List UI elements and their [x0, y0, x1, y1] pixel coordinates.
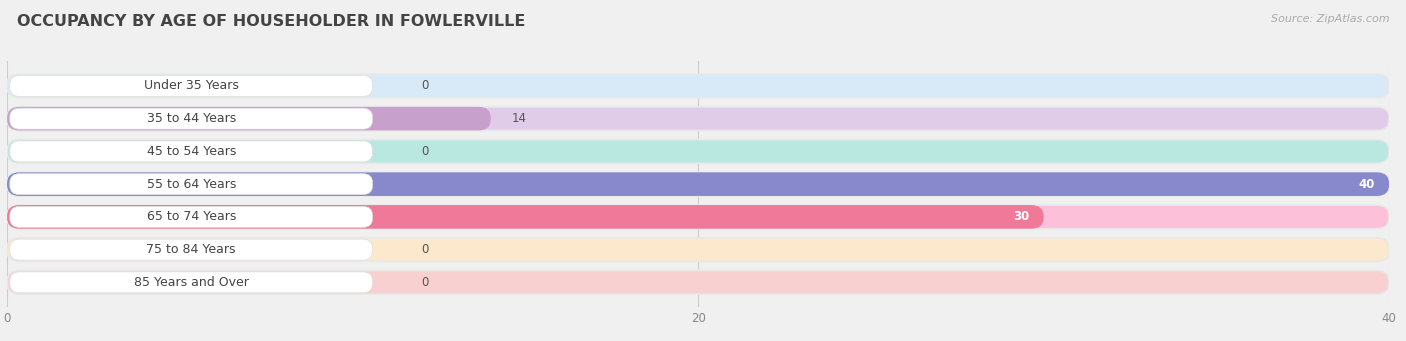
Text: OCCUPANCY BY AGE OF HOUSEHOLDER IN FOWLERVILLE: OCCUPANCY BY AGE OF HOUSEHOLDER IN FOWLE… [17, 14, 526, 29]
Text: 75 to 84 Years: 75 to 84 Years [146, 243, 236, 256]
Text: 14: 14 [512, 112, 526, 125]
Text: 45 to 54 Years: 45 to 54 Years [146, 145, 236, 158]
FancyBboxPatch shape [7, 270, 1389, 294]
FancyBboxPatch shape [10, 141, 373, 162]
Text: 0: 0 [422, 243, 429, 256]
Text: 0: 0 [422, 276, 429, 289]
FancyBboxPatch shape [10, 272, 373, 293]
FancyBboxPatch shape [7, 74, 1389, 98]
Text: 0: 0 [422, 145, 429, 158]
Text: Under 35 Years: Under 35 Years [143, 79, 239, 92]
Text: 30: 30 [1014, 210, 1029, 223]
Text: 65 to 74 Years: 65 to 74 Years [146, 210, 236, 223]
Text: Source: ZipAtlas.com: Source: ZipAtlas.com [1271, 14, 1389, 24]
FancyBboxPatch shape [7, 107, 491, 131]
FancyBboxPatch shape [10, 174, 373, 195]
FancyBboxPatch shape [7, 172, 1389, 196]
FancyBboxPatch shape [10, 239, 373, 260]
FancyBboxPatch shape [7, 172, 1389, 196]
FancyBboxPatch shape [7, 205, 1043, 229]
Text: 0: 0 [422, 79, 429, 92]
FancyBboxPatch shape [10, 75, 373, 97]
FancyBboxPatch shape [7, 238, 1389, 262]
Text: 35 to 44 Years: 35 to 44 Years [146, 112, 236, 125]
FancyBboxPatch shape [7, 107, 1389, 131]
FancyBboxPatch shape [10, 206, 373, 227]
Text: 40: 40 [1360, 178, 1375, 191]
Text: 85 Years and Over: 85 Years and Over [134, 276, 249, 289]
FancyBboxPatch shape [7, 205, 1389, 229]
FancyBboxPatch shape [7, 139, 1389, 163]
Text: 55 to 64 Years: 55 to 64 Years [146, 178, 236, 191]
FancyBboxPatch shape [10, 108, 373, 129]
